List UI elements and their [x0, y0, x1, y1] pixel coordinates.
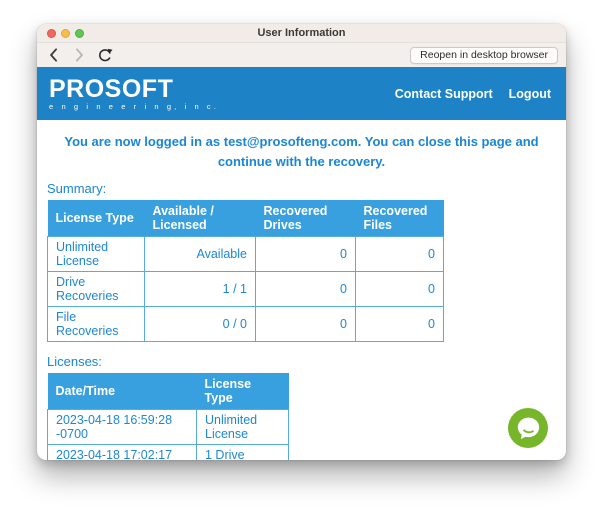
summary-table: License Type Available / Licensed Recove…: [47, 200, 444, 342]
licenses-table: Date/Time License Type 2023-04-18 16:59:…: [47, 373, 289, 460]
traffic-lights: [47, 29, 84, 38]
table-row: 2023-04-18 17:02:17 -0700 1 Drive Recove…: [47, 444, 289, 460]
chat-widget-button[interactable]: [508, 408, 548, 448]
licenses-header-row: Date/Time License Type: [47, 373, 289, 410]
licenses-cell: Unlimited License: [196, 409, 289, 445]
logo-text: PROSOFT: [49, 74, 174, 103]
summary-cell: 0: [255, 236, 356, 272]
table-row: 2023-04-18 16:59:28 -0700 Unlimited Lice…: [47, 409, 289, 445]
site-header: PROSOFT e n g i n e e r i n g, i n c. Co…: [37, 67, 566, 120]
reopen-desktop-browser-button[interactable]: Reopen in desktop browser: [410, 46, 558, 64]
summary-cell: 0: [255, 306, 356, 342]
zoom-button[interactable]: [75, 29, 84, 38]
window-title: User Information: [257, 27, 346, 39]
licenses-col-license-type: License Type: [196, 373, 289, 410]
summary-cell: File Recoveries: [47, 306, 145, 342]
browser-window: User Information Reopen in desktop brows…: [37, 24, 566, 460]
contact-support-link[interactable]: Contact Support: [394, 86, 493, 101]
minimize-button[interactable]: [61, 29, 70, 38]
summary-cell: 0 / 0: [144, 306, 256, 342]
close-button[interactable]: [47, 29, 56, 38]
summary-col-recovered-files: Recovered Files: [355, 200, 444, 237]
summary-col-recovered-drives: Recovered Drives: [255, 200, 356, 237]
forward-button[interactable]: [71, 46, 87, 64]
chat-bubble-icon: [508, 408, 548, 448]
summary-cell: Unlimited License: [47, 236, 145, 272]
summary-header-row: License Type Available / Licensed Recove…: [47, 200, 444, 237]
summary-cell: 0: [255, 271, 356, 307]
logo-tagline: e n g i n e e r i n g, i n c.: [49, 101, 219, 111]
login-status-message: You are now logged in as test@prosofteng…: [64, 134, 539, 169]
summary-cell: 1 / 1: [144, 271, 256, 307]
table-row: Unlimited License Available 0 0: [47, 236, 444, 272]
summary-col-license-type: License Type: [47, 200, 145, 237]
chevron-right-icon: [75, 48, 83, 62]
page-content: You are now logged in as test@prosofteng…: [37, 120, 566, 460]
chevron-left-icon: [49, 48, 57, 62]
summary-cell: 0: [355, 271, 444, 307]
licenses-col-datetime: Date/Time: [47, 373, 197, 410]
prosoft-logo: PROSOFT e n g i n e e r i n g, i n c.: [49, 74, 219, 111]
reload-icon: [99, 48, 113, 62]
summary-col-available-licensed: Available / Licensed: [144, 200, 256, 237]
reload-button[interactable]: [97, 46, 113, 64]
licenses-cell: 2023-04-18 17:02:17 -0700: [47, 444, 197, 460]
licenses-cell: 2023-04-18 16:59:28 -0700: [47, 409, 197, 445]
summary-section-label: Summary:: [47, 181, 107, 196]
logout-link[interactable]: Logout: [508, 86, 551, 101]
table-row: Drive Recoveries 1 / 1 0 0: [47, 271, 444, 307]
table-row: File Recoveries 0 / 0 0 0: [47, 306, 444, 342]
summary-cell: Drive Recoveries: [47, 271, 145, 307]
summary-cell: Available: [144, 236, 256, 272]
licenses-cell: 1 Drive Recovery: [196, 444, 289, 460]
summary-cell: 0: [355, 236, 444, 272]
summary-cell: 0: [355, 306, 444, 342]
browser-toolbar: Reopen in desktop browser: [37, 43, 566, 67]
header-nav: Contact Support Logout: [395, 87, 551, 101]
window-titlebar: User Information: [37, 24, 566, 43]
back-button[interactable]: [45, 46, 61, 64]
licenses-section-label: Licenses:: [47, 354, 102, 369]
